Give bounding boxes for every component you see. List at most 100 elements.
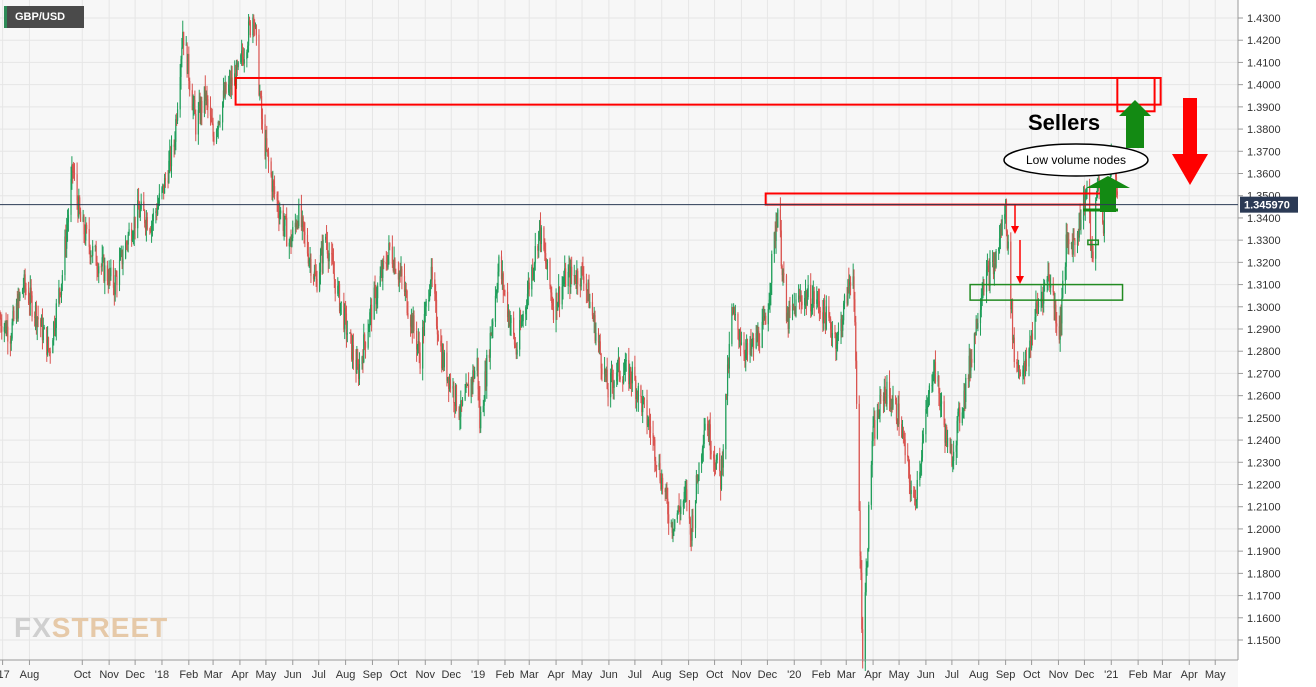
- candle-body: [794, 306, 796, 317]
- candle-body: [132, 234, 134, 239]
- candle-body: [781, 266, 783, 276]
- candle-body: [673, 528, 675, 530]
- candle-body: [570, 266, 572, 287]
- time-axis[interactable]: '17 Aug Oct Nov Dec '18 Feb Mar Apr May Jun Jul Aug S…: [0, 660, 1226, 681]
- candle-body: [429, 280, 432, 293]
- candle-body: [363, 334, 365, 363]
- candle-body: [792, 304, 794, 308]
- red-down-arrow-small-1-head: [1011, 226, 1019, 234]
- candle-body: [223, 90, 225, 97]
- candle-body: [579, 284, 581, 287]
- x-tick-label: Aug: [20, 669, 40, 681]
- candle-body: [897, 403, 899, 426]
- candle-body: [804, 292, 807, 298]
- candle-body: [558, 287, 561, 305]
- candle-body: [732, 306, 734, 314]
- candle-body: [581, 266, 583, 268]
- candle-body: [94, 246, 96, 248]
- candle-body: [482, 405, 484, 413]
- candle-body: [971, 358, 973, 363]
- candle-body: [1089, 213, 1092, 246]
- candle-body: [520, 321, 523, 327]
- candle-body: [533, 263, 536, 270]
- candle-body: [1030, 340, 1032, 349]
- candle-body: [895, 398, 897, 401]
- candle-body: [1004, 214, 1006, 220]
- candle-body: [695, 475, 697, 501]
- candle-body: [86, 224, 88, 230]
- candle-body: [1001, 219, 1003, 236]
- candle-body: [36, 317, 38, 327]
- candle-body: [278, 210, 280, 219]
- candle-body: [817, 293, 820, 302]
- candle-body: [739, 340, 741, 342]
- candle-body: [108, 269, 110, 286]
- candle-body: [610, 372, 613, 374]
- candle-body: [837, 331, 840, 335]
- candle-body: [903, 437, 905, 440]
- candle-body: [110, 267, 112, 277]
- candle-body: [30, 287, 32, 296]
- candle-body: [616, 372, 618, 382]
- candle-body: [60, 283, 63, 295]
- candle-body: [595, 332, 597, 341]
- candle-body: [55, 303, 57, 329]
- candle-body: [876, 409, 879, 439]
- candle-body: [1086, 187, 1088, 192]
- candle-body: [969, 355, 971, 371]
- candle-body: [965, 377, 967, 403]
- candle-body: [15, 303, 18, 320]
- candle-body: [485, 371, 487, 387]
- candle-body: [943, 401, 945, 425]
- candle-body: [327, 253, 329, 262]
- x-tick-label: Mar: [204, 669, 223, 681]
- candle-body: [195, 113, 197, 135]
- candle-body: [756, 333, 758, 342]
- candle-body: [168, 160, 170, 183]
- candle-body: [628, 360, 630, 385]
- candle-body: [413, 315, 415, 332]
- candle-body: [701, 448, 704, 456]
- candle-body: [156, 211, 158, 215]
- candle-body: [373, 287, 375, 320]
- candle-body: [804, 297, 806, 306]
- candle-body: [429, 292, 431, 301]
- candle-body: [752, 338, 755, 349]
- candle-body: [958, 407, 960, 412]
- candle-body: [349, 332, 351, 334]
- candle-body: [116, 275, 118, 286]
- current-price-label: 1.345970: [1244, 200, 1290, 212]
- candle-body: [279, 213, 281, 219]
- candle-body: [726, 394, 728, 396]
- candle-body: [209, 107, 212, 116]
- candle-body: [563, 281, 565, 285]
- candle-body: [393, 259, 395, 271]
- candle-body: [304, 231, 306, 235]
- candle-body: [179, 76, 181, 110]
- candle-body: [1095, 200, 1097, 259]
- candle-body: [655, 465, 658, 467]
- candle-body: [817, 293, 819, 300]
- candle-body: [593, 315, 595, 321]
- candle-body: [537, 246, 539, 251]
- candle-body: [556, 292, 558, 311]
- candle-body: [489, 333, 491, 358]
- candle-body: [337, 285, 339, 294]
- x-tick-label: Feb: [1129, 669, 1148, 681]
- candle-body: [933, 362, 936, 372]
- candle-body: [994, 263, 996, 268]
- price-axis[interactable]: 1.4300 1.4200 1.4100 1.4000 1.3900 1.3800 1.37…: [1238, 13, 1281, 647]
- candle-body: [1052, 283, 1054, 293]
- candle-body: [576, 270, 578, 285]
- candle-body: [77, 200, 79, 217]
- candle-body: [658, 463, 660, 467]
- candle-body: [946, 438, 949, 447]
- candle-body: [169, 150, 171, 161]
- candle-body: [721, 459, 723, 468]
- y-tick-label: 1.4300: [1247, 13, 1281, 25]
- candle-body: [331, 253, 333, 255]
- candle-body: [836, 344, 838, 349]
- candle-body: [162, 184, 164, 188]
- candle-body: [733, 310, 735, 314]
- x-tick-label: Mar: [520, 669, 539, 681]
